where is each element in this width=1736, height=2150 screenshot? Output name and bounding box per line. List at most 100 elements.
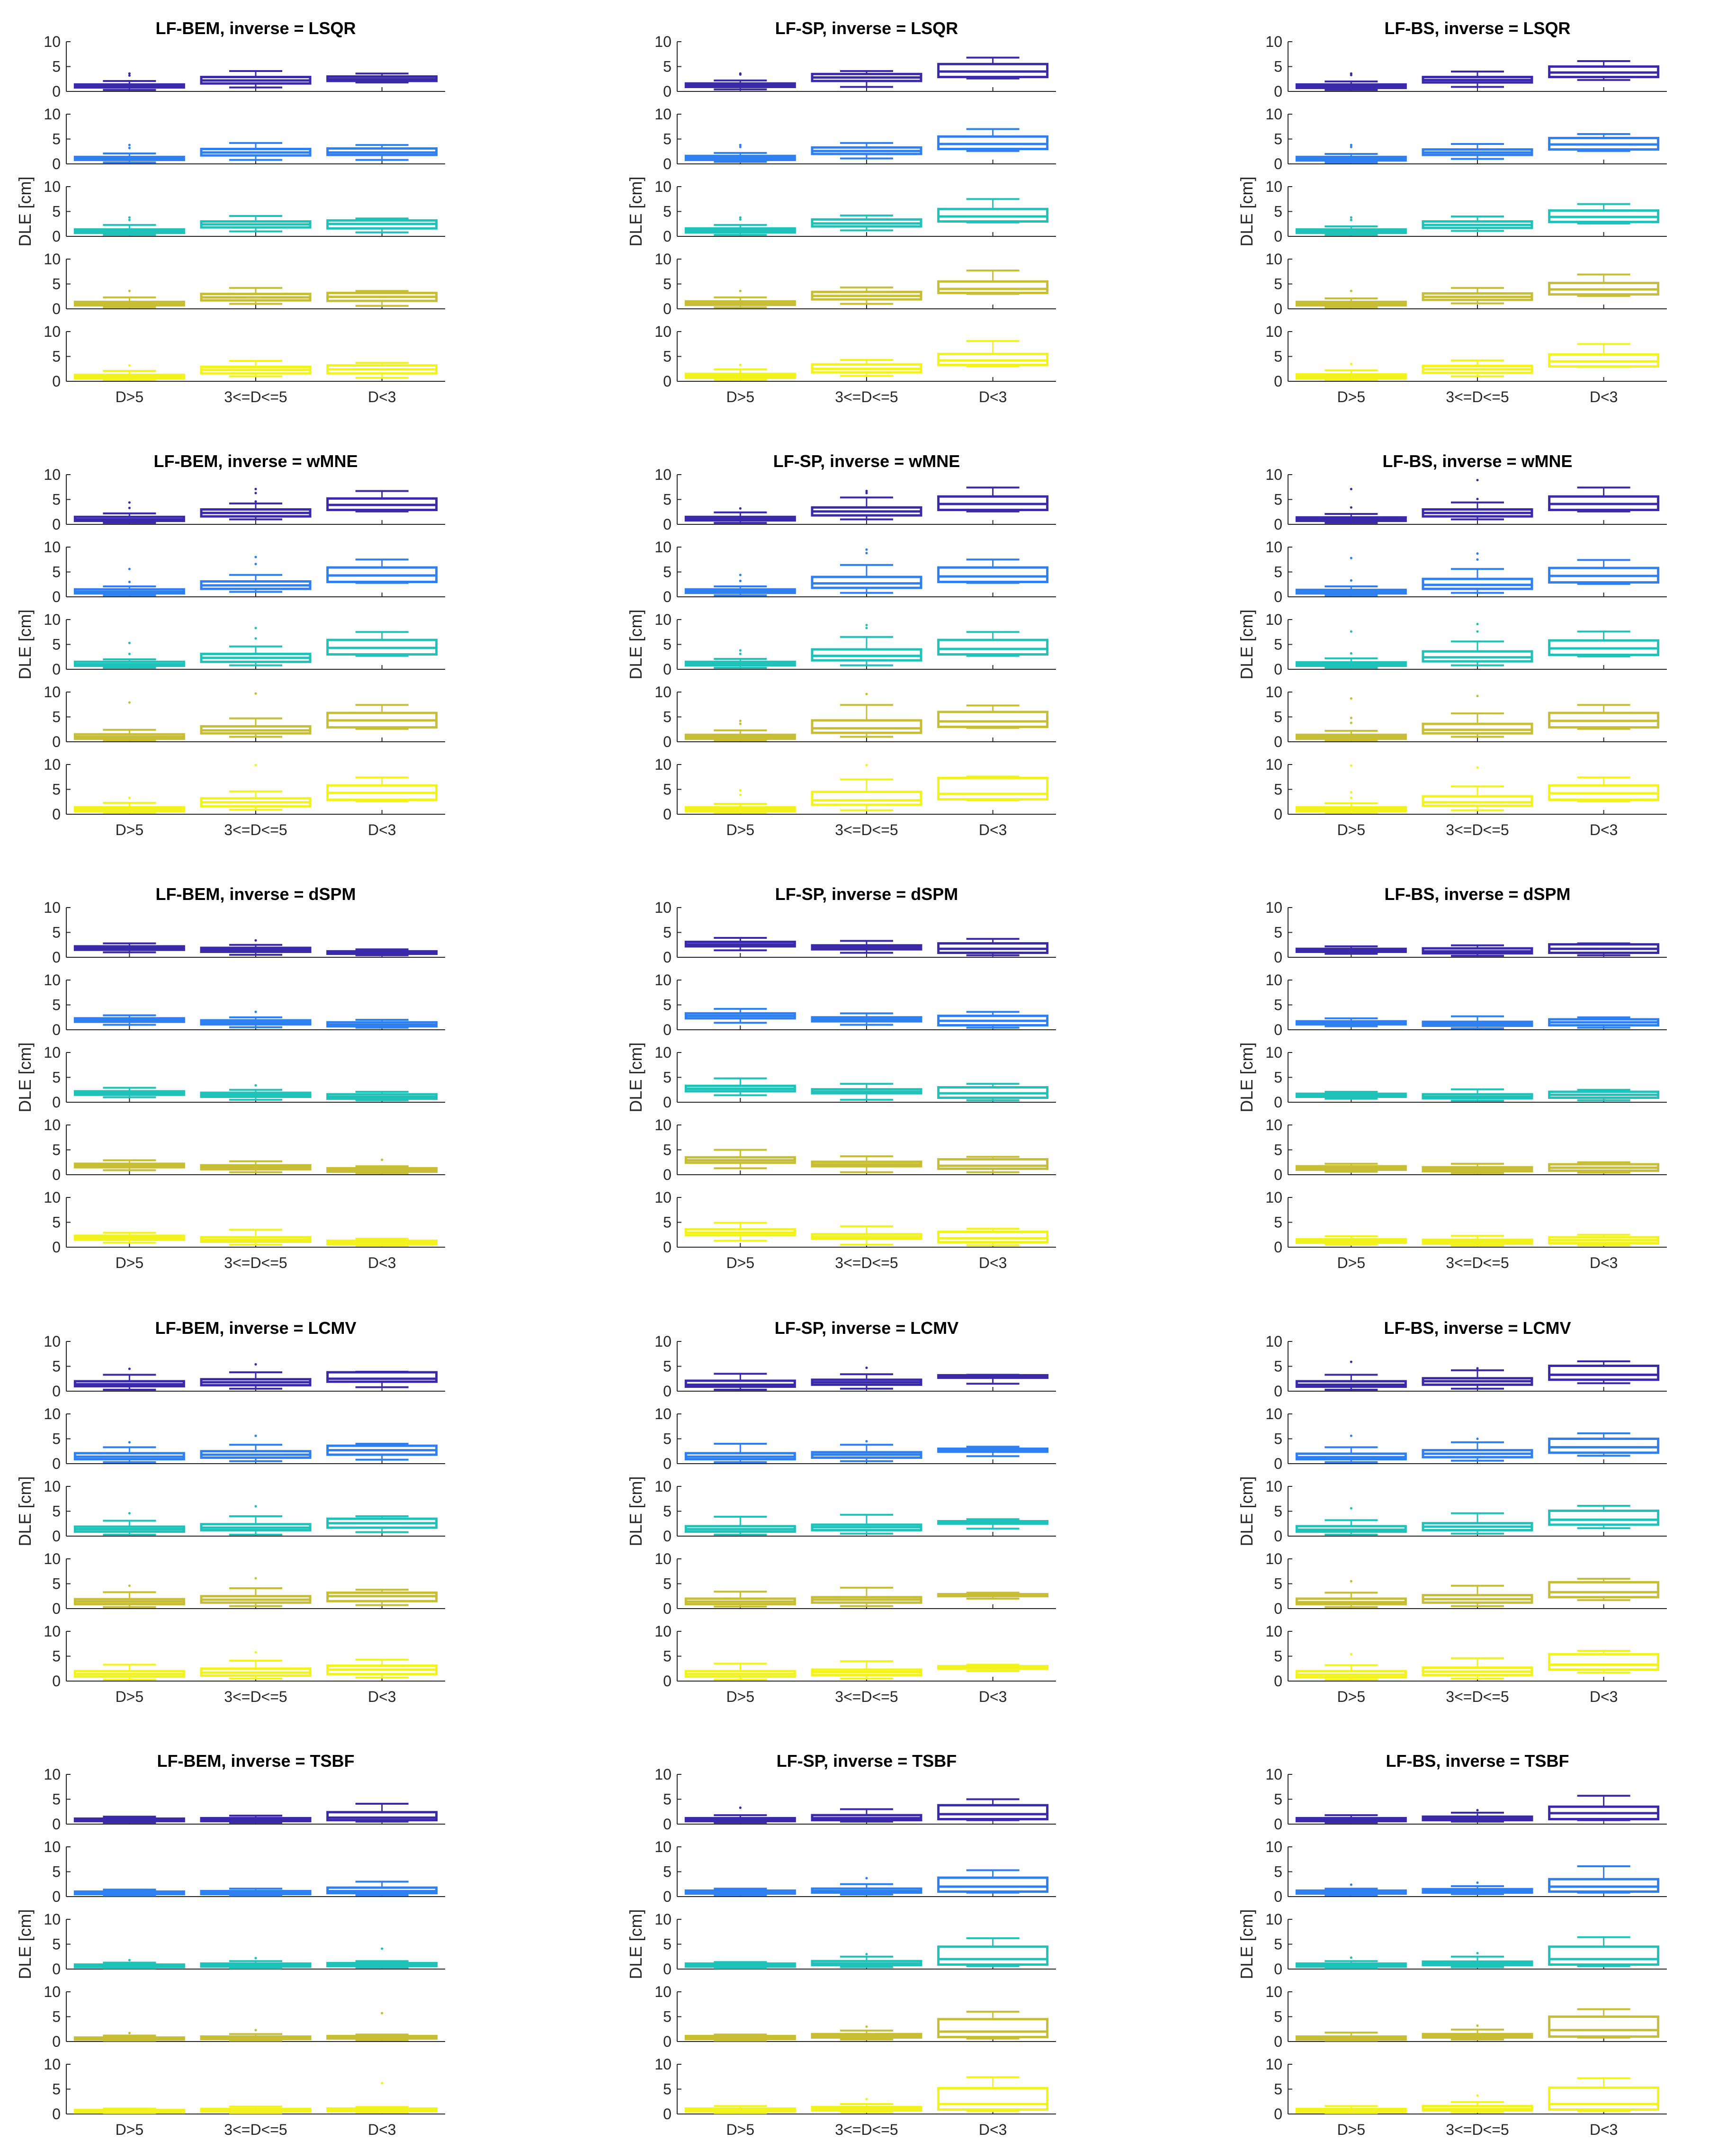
y-tick-label: 0 (1274, 83, 1282, 100)
outlier-point (381, 2012, 384, 2015)
outlier-point (739, 652, 742, 656)
outlier-point (739, 289, 742, 292)
outlier-point (128, 216, 131, 219)
x-tick-label: 3<=D<=5 (835, 2121, 898, 2138)
x-tick-label: D>5 (1337, 2121, 1366, 2138)
y-tick-label: 5 (1274, 636, 1282, 653)
panel-title: LF-BS, inverse = LCMV (1384, 1318, 1571, 1338)
iqr-box (937, 280, 1049, 294)
y-tick-label: 5 (663, 2008, 671, 2025)
y-tick-label: 10 (44, 1333, 61, 1350)
y-tick-label: 0 (52, 661, 61, 678)
outlier-point (1350, 1883, 1352, 1886)
y-tick-label: 5 (1274, 2008, 1282, 2025)
y-tick-label: 0 (663, 373, 671, 390)
x-tick-label: D<3 (979, 1688, 1007, 1705)
x-tick-label: D>5 (726, 1688, 755, 1705)
outlier-point (128, 146, 131, 149)
outlier-point (739, 649, 742, 652)
y-tick-label: 0 (1274, 806, 1282, 823)
y-tick-label: 5 (52, 636, 61, 653)
x-tick-label: 3<=D<=5 (1446, 2121, 1509, 2138)
outlier-point (254, 1957, 257, 1960)
iqr-box (937, 2087, 1049, 2111)
outlier-point (254, 563, 257, 566)
x-tick-label: 3<=D<=5 (1446, 1688, 1509, 1705)
x-tick-label: 3<=D<=5 (1446, 1254, 1509, 1271)
y-tick-label: 5 (663, 58, 671, 75)
x-tick-label: D>5 (116, 1688, 144, 1705)
iqr-box (937, 1876, 1049, 1893)
y-tick-label: 0 (663, 155, 671, 172)
y-tick-label: 5 (52, 1648, 61, 1665)
y-tick-label: 0 (663, 661, 671, 678)
y-tick-label: 5 (1274, 564, 1282, 581)
y-tick-label: 0 (1274, 1816, 1282, 1833)
y-tick-label: 5 (52, 1863, 61, 1880)
y-tick-label: 5 (663, 1791, 671, 1808)
outlier-point (254, 1505, 257, 1508)
y-tick-label: 10 (1265, 1766, 1282, 1783)
panel-title: LF-BS, inverse = LSQR (1384, 18, 1570, 38)
y-tick-label: 10 (1265, 1623, 1282, 1640)
iqr-box (937, 776, 1049, 801)
y-tick-label: 5 (1274, 1142, 1282, 1159)
x-tick-label: D<3 (368, 821, 396, 838)
y-tick-label: 5 (52, 1358, 61, 1375)
y-tick-label: 5 (52, 709, 61, 726)
outlier-point (1476, 1952, 1479, 1954)
y-tick-label: 10 (44, 251, 61, 268)
y-tick-label: 10 (1265, 1478, 1282, 1495)
outlier-point (254, 637, 257, 640)
panel-title: LF-BEM, inverse = dSPM (155, 884, 356, 904)
y-tick-label: 5 (52, 924, 61, 941)
y-tick-label: 10 (1265, 539, 1282, 556)
panel-title: LF-SP, inverse = wMNE (773, 451, 960, 471)
y-tick-label: 5 (1274, 709, 1282, 726)
y-tick-label: 5 (52, 1142, 61, 1159)
outlier-point (128, 144, 131, 146)
y-tick-label: 10 (1265, 1983, 1282, 2000)
outlier-point (1350, 289, 1352, 292)
outlier-point (865, 1877, 868, 1880)
y-axis-label: DLE [cm] (15, 609, 35, 679)
outlier-point (739, 145, 742, 148)
x-tick-label: 3<=D<=5 (224, 1254, 287, 1271)
y-tick-label: 0 (52, 1455, 61, 1472)
outlier-point (1350, 1360, 1352, 1363)
y-tick-label: 5 (52, 2081, 61, 2098)
x-tick-label: D>5 (116, 1254, 144, 1271)
x-tick-label: 3<=D<=5 (1446, 821, 1509, 838)
y-tick-label: 0 (663, 1673, 671, 1690)
outlier-point (1350, 1653, 1352, 1655)
y-tick-label: 10 (654, 1838, 671, 1855)
y-axis-label: DLE [cm] (626, 1909, 645, 1979)
y-tick-label: 5 (52, 2008, 61, 2025)
y-tick-label: 5 (663, 1503, 671, 1520)
y-tick-label: 0 (1274, 155, 1282, 172)
x-tick-label: D>5 (726, 2121, 755, 2138)
y-tick-label: 0 (663, 2105, 671, 2123)
y-tick-label: 10 (44, 1044, 61, 1061)
outlier-point (1350, 630, 1352, 633)
y-tick-label: 10 (654, 106, 671, 123)
y-tick-label: 0 (1274, 949, 1282, 966)
outlier-point (254, 764, 257, 766)
y-tick-label: 10 (1265, 1838, 1282, 1855)
y-tick-label: 10 (1265, 1911, 1282, 1928)
y-tick-label: 10 (654, 1766, 671, 1783)
outlier-point (739, 72, 742, 75)
iqr-box (1548, 1509, 1660, 1526)
y-tick-label: 5 (663, 1936, 671, 1953)
y-tick-label: 0 (52, 300, 61, 317)
x-tick-label: 3<=D<=5 (224, 2121, 287, 2138)
y-tick-label: 5 (52, 203, 61, 220)
outlier-point (1350, 362, 1352, 365)
y-tick-label: 5 (1274, 1430, 1282, 1448)
y-axis-label: DLE [cm] (15, 176, 35, 246)
y-tick-label: 10 (44, 899, 61, 916)
y-tick-label: 10 (44, 756, 61, 773)
x-tick-label: D>5 (116, 821, 144, 838)
x-tick-label: D>5 (1337, 1254, 1366, 1271)
outlier-point (865, 1367, 868, 1369)
